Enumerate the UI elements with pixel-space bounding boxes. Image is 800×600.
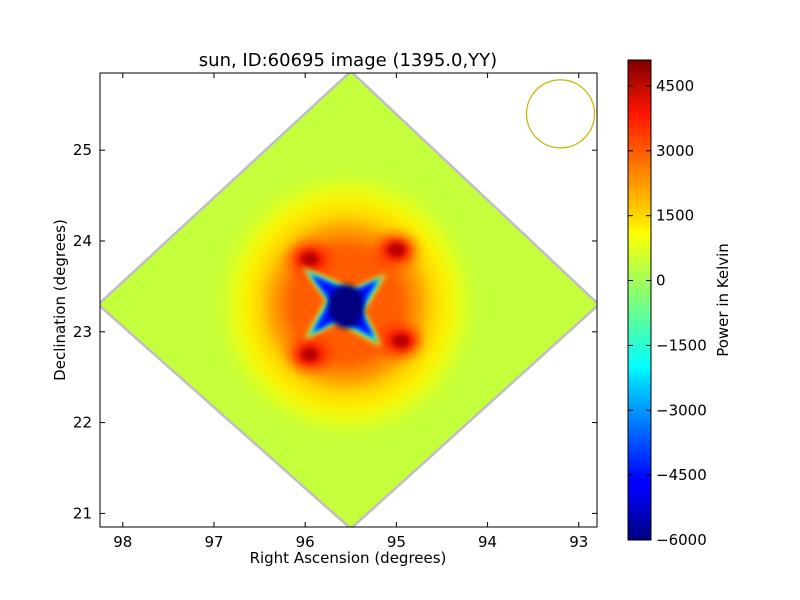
cb-tick-label-0: 4500 — [656, 77, 694, 95]
colorbar-label: Power in Kelvin — [714, 243, 732, 357]
star-core — [328, 284, 365, 329]
hot-spot-2 — [300, 347, 319, 362]
cb-tick-label-5: −3000 — [656, 401, 707, 419]
cb-tick-label-2: 1500 — [656, 207, 694, 225]
x-tick-label-93: 93 — [569, 533, 588, 551]
cb-tick-label-3: 0 — [656, 272, 666, 290]
heatmap-layer — [100, 73, 597, 527]
y-tick-label-21: 21 — [73, 504, 92, 522]
y-tick-label-24: 24 — [73, 232, 92, 250]
y-tick-label-23: 23 — [73, 323, 92, 341]
x-tick-label-94: 94 — [478, 533, 497, 551]
x-axis-label: Right Ascension (degrees) — [250, 549, 447, 567]
y-tick-label-25: 25 — [73, 141, 92, 159]
x-tick-label-96: 96 — [296, 533, 315, 551]
cb-tick-label-4: −1500 — [656, 336, 707, 354]
colorbar — [627, 59, 652, 541]
y-axis-label: Declination (degrees) — [51, 219, 69, 381]
map-interior — [100, 73, 597, 527]
y-axis-ticks: 21 22 23 24 25 — [73, 141, 597, 522]
x-axis-ticks: 98 97 96 95 94 93 — [113, 73, 588, 551]
colorbar-ticks: 4500 3000 1500 0 −1500 −3000 −4500 −6000 — [628, 77, 707, 549]
cb-tick-label-1: 3000 — [656, 142, 694, 160]
hot-spot-3 — [391, 333, 410, 348]
hot-spot-0 — [300, 252, 319, 267]
hot-spot-1 — [387, 243, 406, 258]
x-tick-label-95: 95 — [387, 533, 406, 551]
plot-frame — [99, 72, 598, 528]
x-tick-label-98: 98 — [113, 533, 132, 551]
chart-title: sun, ID:60695 image (1395.0,YY) — [199, 50, 497, 71]
x-tick-label-97: 97 — [204, 533, 223, 551]
cb-tick-label-6: −4500 — [656, 466, 707, 484]
y-tick-label-22: 22 — [73, 414, 92, 432]
beam-circle — [525, 79, 596, 149]
cb-tick-label-7: −6000 — [656, 531, 707, 549]
